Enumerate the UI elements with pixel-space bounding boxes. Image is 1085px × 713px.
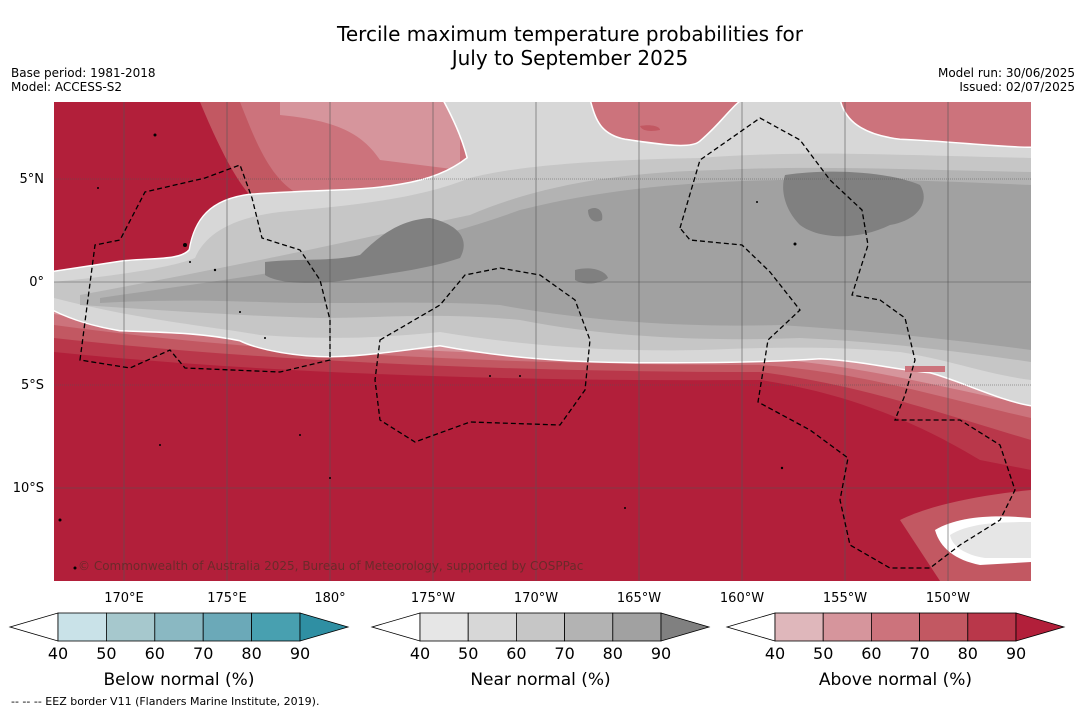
lon-label-150w: 150°W	[926, 591, 970, 606]
colorbar-tick-label: 90	[290, 644, 310, 663]
lon-label-160w: 160°W	[720, 591, 764, 606]
colorbar-segment	[774, 612, 824, 642]
colorbar-high-triangle	[660, 612, 711, 642]
near-90-patch-small-1	[575, 268, 608, 284]
colorbar-segment	[57, 612, 107, 642]
issued-date: Issued: 02/07/2025	[959, 80, 1075, 94]
colorbar-tick-label: 60	[506, 644, 526, 663]
colorbars: 40 50 60 70 80 90 Below normal (%) 40 50 60 70 80 90…	[8, 612, 1066, 690]
meta-left: Base period: 1981-2018 Model: ACCESS-S2	[11, 66, 156, 94]
colorbar-segment	[967, 612, 1017, 642]
colorbar-high-triangle	[1015, 612, 1066, 642]
colorbar-high-triangle	[299, 612, 350, 642]
lon-label-180: 180°	[314, 591, 345, 606]
colorbar-tick-label: 80	[603, 644, 623, 663]
colorbar-tick-label: 60	[145, 644, 165, 663]
colorbar-tick-label: 90	[651, 644, 671, 663]
colorbar-tick-label: 80	[241, 644, 261, 663]
colorbar-title: Below normal (%)	[104, 670, 255, 690]
eez-borders	[79, 117, 1016, 569]
colorbar-tick-label: 70	[554, 644, 574, 663]
north-above-50	[280, 102, 460, 170]
above-patch-small	[905, 366, 945, 372]
colorbar-tick-label: 70	[193, 644, 213, 663]
colorbar-low-triangle	[8, 612, 59, 642]
colorbar-2: 40 50 60 70 80 90 Near normal (%)	[370, 612, 711, 690]
colorbar-tick-label: 40	[765, 644, 785, 663]
lon-label-175w: 175°W	[411, 591, 455, 606]
near-90-patch-west	[265, 218, 464, 283]
colorbar-tick-label: 40	[410, 644, 430, 663]
colorbar-segment	[467, 612, 517, 642]
colorbar-tick-label: 60	[861, 644, 881, 663]
gridlines	[54, 102, 1031, 581]
colorbar-segment	[154, 612, 204, 642]
colorbar-segment	[919, 612, 969, 642]
colorbar-segment	[822, 612, 872, 642]
colorbar-low-triangle	[725, 612, 776, 642]
colorbar-tick-label: 70	[909, 644, 929, 663]
probability-field	[54, 102, 1031, 581]
eez-kiribati-phoenix	[374, 267, 591, 443]
colorbar-1: 40 50 60 70 80 90 Below normal (%)	[8, 612, 350, 690]
colorbar-segment	[612, 612, 662, 642]
colorbar-3: 40 50 60 70 80 90 Above normal (%)	[725, 612, 1066, 690]
lat-label-5s: 5°S	[21, 378, 44, 393]
chart-title-line1: Tercile maximum temperature probabilitie…	[337, 22, 803, 46]
model-name: Model: ACCESS-S2	[11, 80, 123, 94]
above-patch-north	[640, 125, 660, 131]
colorbar-segment	[106, 612, 156, 642]
eez-kiribati-gilbert	[79, 164, 331, 373]
colorbar-title: Near normal (%)	[470, 670, 610, 690]
colorbar-segment	[202, 612, 252, 642]
colorbar-segment	[871, 612, 921, 642]
lon-label-175e: 175°E	[207, 591, 247, 606]
near-90-patch-small-2	[588, 208, 603, 222]
near-90-patch-east	[783, 171, 924, 237]
copyright-text: © Commonwealth of Australia 2025, Bureau…	[78, 559, 583, 573]
chart-title-line2: July to September 2025	[451, 46, 689, 70]
eez-kiribati-line	[679, 117, 1016, 569]
colorbar-low-triangle	[370, 612, 421, 642]
se-near-normal	[950, 522, 1031, 558]
colorbar-tick-label: 80	[958, 644, 978, 663]
meta-right: Model run: 30/06/2025 Issued: 02/07/2025	[938, 66, 1075, 94]
base-period: Base period: 1981-2018	[11, 66, 156, 80]
colorbar-segment	[564, 612, 614, 642]
colorbar-segment	[251, 612, 301, 642]
model-run: Model run: 30/06/2025	[937, 66, 1075, 80]
lon-label-165w: 165°W	[617, 591, 661, 606]
islands	[58, 133, 797, 570]
eez-legend-note: -- -- -- EEZ border V11 (Flanders Marine…	[11, 695, 320, 708]
lat-label-10s: 10°S	[13, 481, 44, 496]
colorbar-segment	[419, 612, 469, 642]
lon-label-170e: 170°E	[104, 591, 144, 606]
colorbar-title: Above normal (%)	[819, 670, 972, 690]
colorbar-tick-label: 50	[96, 644, 116, 663]
colorbar-tick-label: 50	[458, 644, 478, 663]
lat-label-eq: 0°	[29, 275, 44, 290]
colorbar-segment	[516, 612, 566, 642]
lon-label-155w: 155°W	[823, 591, 867, 606]
lat-label-5n: 5°N	[20, 172, 45, 187]
colorbar-tick-label: 50	[813, 644, 833, 663]
colorbar-tick-label: 90	[1006, 644, 1026, 663]
lon-label-170w: 170°W	[514, 591, 558, 606]
colorbar-tick-label: 40	[48, 644, 68, 663]
